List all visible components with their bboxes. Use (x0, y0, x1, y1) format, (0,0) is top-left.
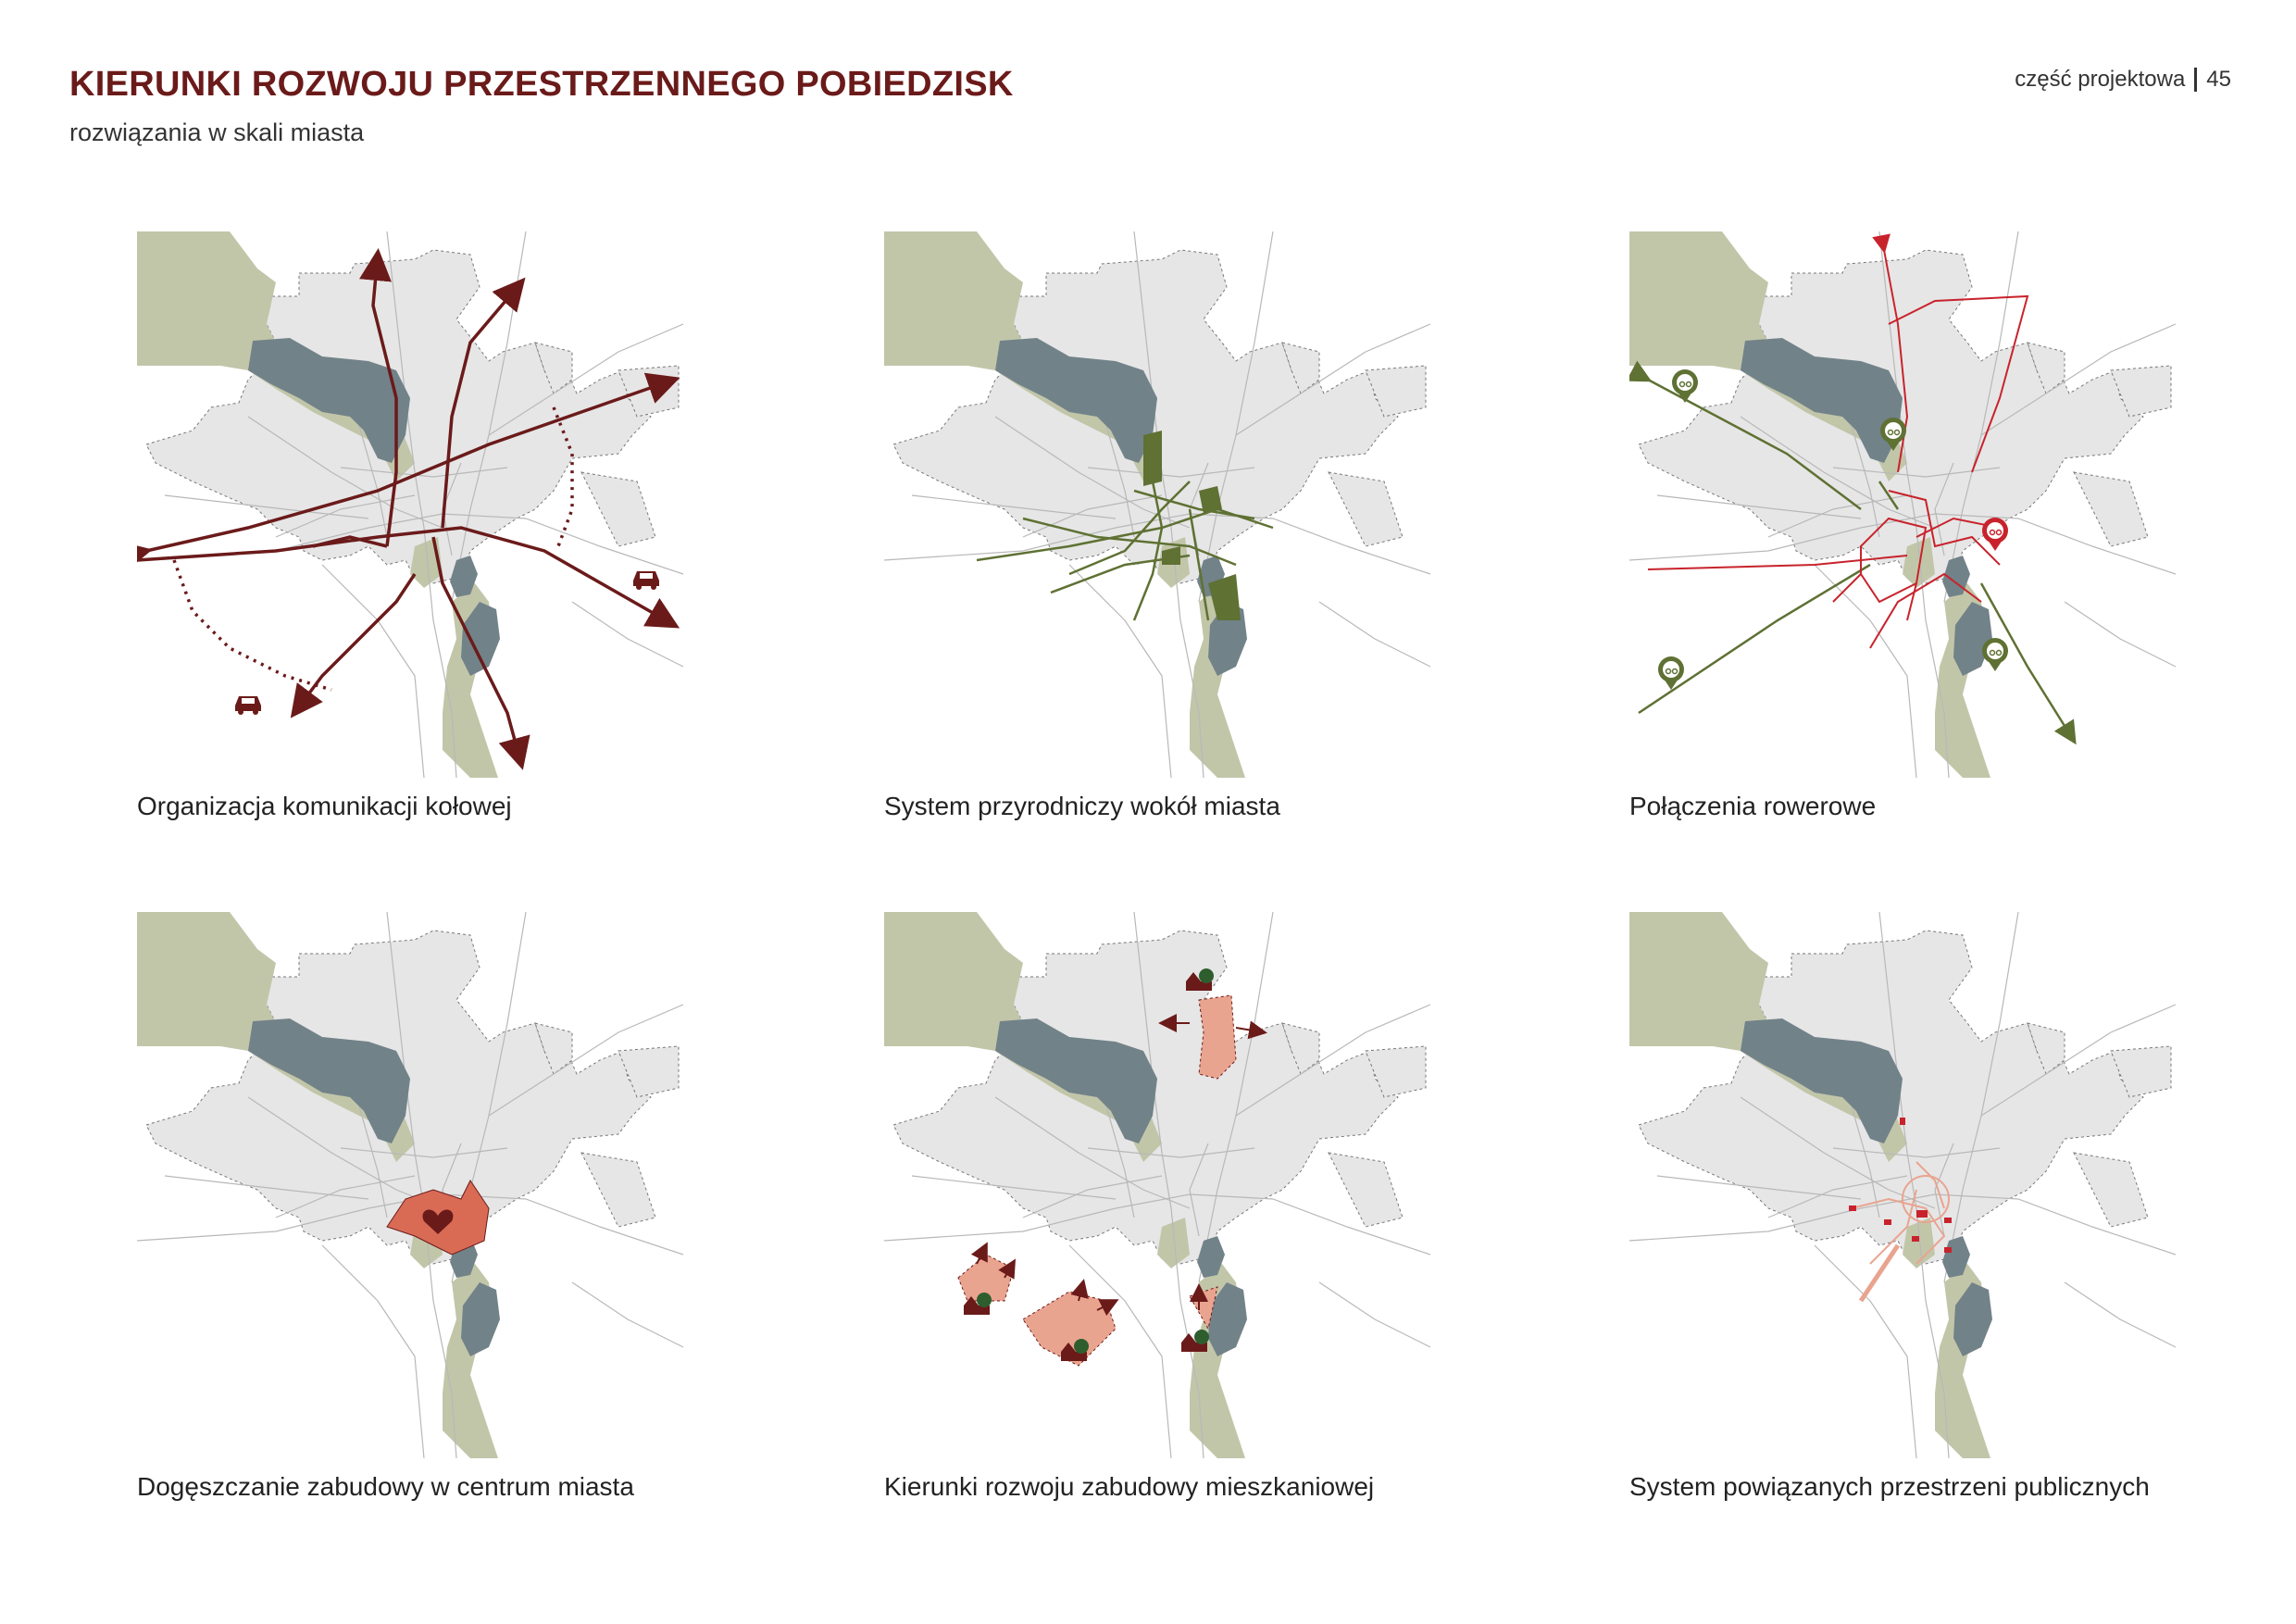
page-number: 45 (2206, 67, 2231, 92)
map-housing (884, 912, 1430, 1458)
page-title: KIERUNKI ROZWOJU PRZESTRZENNEGO POBIEDZI… (69, 65, 1014, 104)
divider (2194, 68, 2198, 92)
map-panel-public (1629, 912, 2176, 1458)
map-panel-nature (884, 231, 1430, 778)
caption-traffic: Organizacja komunikacji kołowej (137, 792, 512, 820)
caption-center: Dogęszczanie zabudowy w centrum miasta (137, 1472, 634, 1501)
page-subtitle: rozwiązania w skali miasta (69, 119, 365, 146)
map-center (137, 912, 683, 1458)
map-traffic (137, 231, 683, 778)
caption-nature: System przyrodniczy wokół miasta (884, 792, 1280, 820)
map-public (1629, 912, 2176, 1458)
map-bike (1629, 231, 2176, 778)
map-panel-center (137, 912, 683, 1458)
page-info: część projektowa 45 (2015, 67, 2231, 93)
caption-bike: Połączenia rowerowe (1629, 792, 1877, 820)
map-panel-bike (1629, 231, 2176, 778)
caption-public: System powiązanych przestrzeni publiczny… (1629, 1472, 2150, 1501)
heart-icon (422, 1209, 454, 1234)
caption-housing: Kierunki rozwoju zabudowy mieszkaniowej (884, 1472, 1375, 1501)
section-label: część projektowa (2015, 67, 2186, 92)
map-nature (884, 231, 1430, 778)
map-panel-housing (884, 912, 1430, 1458)
map-panel-traffic (137, 231, 683, 778)
